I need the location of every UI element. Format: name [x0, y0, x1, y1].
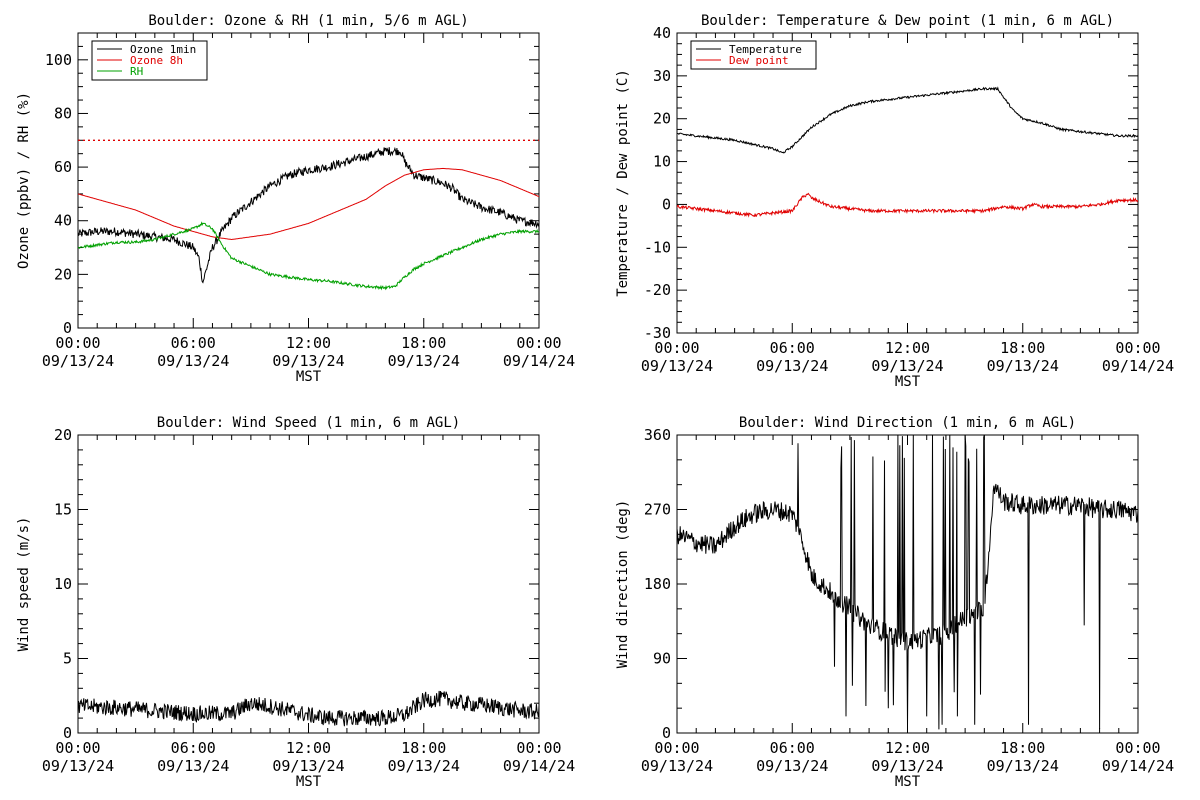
plot-frame — [77, 434, 540, 734]
legend-label: Ozone 1min — [130, 43, 196, 56]
series-line-wind-direction — [677, 435, 1138, 730]
y-tick-label: -30 — [644, 324, 671, 342]
y-tick-label: 80 — [54, 104, 72, 122]
y-tick-label: 40 — [653, 24, 671, 42]
x-tick-label-date: 09/14/24 — [503, 757, 575, 775]
x-tick-label-time: 00:00 — [1115, 739, 1160, 757]
x-tick-label-date: 09/13/24 — [641, 757, 713, 775]
x-tick-label-time: 18:00 — [1000, 339, 1045, 357]
x-axis-label: MST — [296, 774, 322, 790]
y-tick-label: 60 — [54, 158, 72, 176]
legend-label: RH — [130, 65, 143, 78]
y-tick-label: 20 — [54, 426, 72, 444]
x-tick-label-time: 00:00 — [55, 739, 100, 757]
y-axis-label: Wind speed (m/s) — [16, 517, 32, 652]
x-tick-label-time: 18:00 — [401, 334, 446, 352]
legend-label: Ozone 8h — [130, 54, 183, 67]
x-tick-label-time: 12:00 — [286, 739, 331, 757]
chart-title: Boulder: Ozone & RH (1 min, 5/6 m AGL) — [148, 13, 468, 29]
y-tick-label: 30 — [653, 67, 671, 85]
series-line-temperature — [677, 86, 1138, 154]
x-tick-label-time: 00:00 — [654, 339, 699, 357]
legend-label: Dew point — [729, 54, 789, 67]
x-tick-label-time: 18:00 — [1000, 739, 1045, 757]
x-tick-label-time: 06:00 — [770, 339, 815, 357]
y-axis-label: Ozone (ppbv) / RH (%) — [16, 92, 32, 269]
x-tick-label-date: 09/13/24 — [641, 357, 713, 375]
y-axis-label: Wind direction (deg) — [615, 500, 631, 669]
series-line-wind-speed — [78, 690, 539, 727]
y-tick-label: 0 — [662, 195, 671, 213]
x-tick-label-date: 09/13/24 — [272, 352, 344, 370]
x-tick-label-date: 09/13/24 — [42, 757, 114, 775]
y-tick-label: 10 — [54, 575, 72, 593]
x-tick-label-time: 18:00 — [401, 739, 446, 757]
x-axis-label: MST — [895, 374, 921, 390]
series-line-rh — [78, 221, 539, 291]
x-tick-label-time: 12:00 — [885, 739, 930, 757]
x-tick-label-time: 00:00 — [1115, 339, 1160, 357]
x-tick-label-date: 09/13/24 — [871, 357, 943, 375]
y-tick-label: 5 — [63, 650, 72, 668]
x-tick-label-time: 06:00 — [770, 739, 815, 757]
x-tick-label-date: 09/13/24 — [871, 757, 943, 775]
x-tick-label-date: 09/13/24 — [388, 757, 460, 775]
chart-title: Boulder: Wind Direction (1 min, 6 m AGL) — [739, 415, 1076, 431]
series-line-dew-point — [677, 192, 1138, 218]
y-tick-label: 20 — [653, 110, 671, 128]
x-tick-label-time: 00:00 — [654, 739, 699, 757]
x-tick-label-time: 00:00 — [55, 334, 100, 352]
y-tick-label: 20 — [54, 265, 72, 283]
x-tick-label-date: 09/13/24 — [42, 352, 114, 370]
y-tick-label: 15 — [54, 501, 72, 519]
x-tick-label-date: 09/13/24 — [987, 357, 1059, 375]
y-tick-label: 100 — [45, 51, 72, 69]
legend-box — [91, 40, 208, 81]
chart-ozone: Boulder: Ozone & RH (1 min, 5/6 m AGL) 0 2… — [16, 13, 575, 385]
x-tick-label-date: 09/13/24 — [272, 757, 344, 775]
chart-wspd: Boulder: Wind Speed (1 min, 6 m AGL) 0 5 10… — [16, 415, 575, 790]
y-tick-label: -10 — [644, 238, 671, 256]
plot-frame — [676, 32, 1139, 334]
x-tick-label-time: 06:00 — [171, 739, 216, 757]
x-tick-label-time: 12:00 — [286, 334, 331, 352]
y-tick-label: 0 — [63, 724, 72, 742]
y-tick-label: 40 — [54, 212, 72, 230]
y-tick-label: -20 — [644, 281, 671, 299]
y-axis-label: Temperature / Dew point (C) — [615, 69, 631, 297]
x-tick-label-time: 00:00 — [516, 334, 561, 352]
legend-label: Temperature — [729, 43, 802, 56]
x-axis-label: MST — [296, 369, 322, 385]
chart-wdir: Boulder: Wind Direction (1 min, 6 m AGL)… — [615, 415, 1174, 790]
y-tick-label: 90 — [653, 650, 671, 668]
chart-title: Boulder: Temperature & Dew point (1 min,… — [701, 13, 1114, 29]
x-tick-label-time: 06:00 — [171, 334, 216, 352]
x-tick-label-time: 12:00 — [885, 339, 930, 357]
x-tick-label-date: 09/13/24 — [756, 357, 828, 375]
x-tick-label-date: 09/13/24 — [756, 757, 828, 775]
series-line-ozone-8h — [78, 167, 539, 241]
y-tick-label: 0 — [63, 319, 72, 337]
chart-temp: Boulder: Temperature & Dew point (1 min,… — [615, 13, 1174, 390]
x-tick-label-date: 09/13/24 — [388, 352, 460, 370]
y-tick-label: 10 — [653, 153, 671, 171]
x-tick-label-date: 09/13/24 — [157, 352, 229, 370]
x-tick-label-date: 09/14/24 — [1102, 357, 1174, 375]
x-tick-label-date: 09/13/24 — [157, 757, 229, 775]
series-line-ozone-1min — [78, 146, 539, 284]
x-tick-label-time: 00:00 — [516, 739, 561, 757]
x-axis-label: MST — [895, 774, 921, 790]
x-tick-label-date: 09/14/24 — [1102, 757, 1174, 775]
y-tick-label: 360 — [644, 426, 671, 444]
y-tick-label: 0 — [662, 724, 671, 742]
x-tick-label-date: 09/14/24 — [503, 352, 575, 370]
y-tick-label: 270 — [644, 501, 671, 519]
chart-title: Boulder: Wind Speed (1 min, 6 m AGL) — [157, 415, 460, 431]
legend-box — [690, 40, 817, 70]
x-tick-label-date: 09/13/24 — [987, 757, 1059, 775]
y-tick-label: 180 — [644, 575, 671, 593]
